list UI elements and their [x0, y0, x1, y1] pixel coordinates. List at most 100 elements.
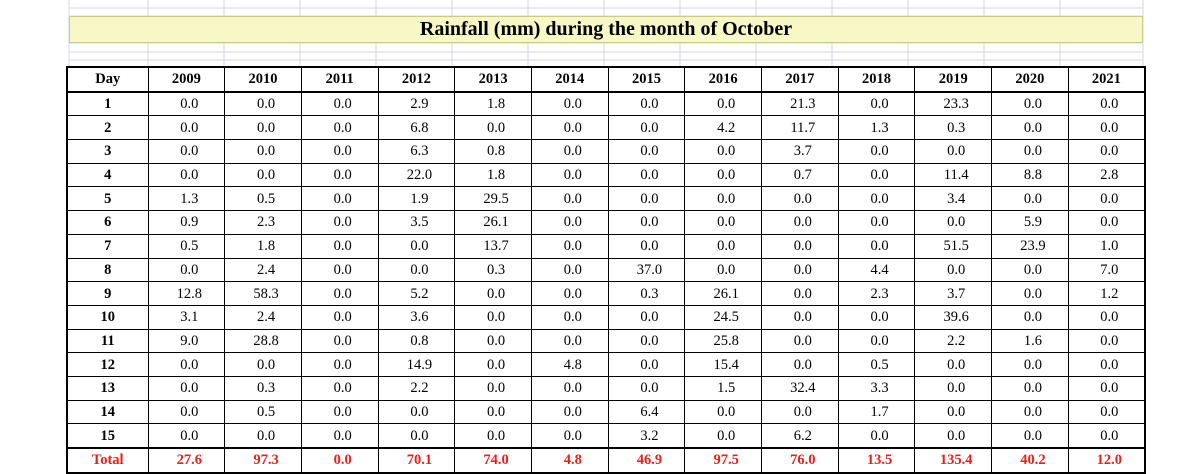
day-cell: 11: [66, 328, 149, 354]
rainfall-cell: 0.0: [147, 399, 226, 425]
rainfall-cell: 0.0: [377, 399, 456, 425]
rainfall-cell: 1.8: [454, 162, 532, 188]
rainfall-cell: 0.0: [530, 233, 609, 259]
day-cell: 5: [66, 186, 149, 212]
rainfall-cell: 0.0: [300, 352, 379, 377]
rainfall-cell: 2.8: [1067, 162, 1146, 188]
rainfall-cell: 26.1: [684, 281, 762, 306]
rainfall-cell: 13.7: [454, 233, 532, 259]
table-row: 1 0.0 0.0 0.0 2.9 1.8 0.0 0.0 0.0 21.3 0.0 23.3 0.0 0…: [66, 91, 1146, 117]
total-row: Total 27.6 97.3 0.0 70.1 74.0 4.8 46.9 97.5 76.0 1…: [66, 447, 1146, 474]
rainfall-cell: 3.1: [147, 304, 226, 330]
total-cell: 4.8: [530, 447, 609, 474]
rainfall-cell: 0.0: [607, 375, 686, 401]
rainfall-cell: 0.0: [300, 233, 379, 259]
table-row: 15 0.0 0.0 0.0 0.0 0.0 0.0 3.2 0.0 6.2 0.0 0.0 0.0 0.…: [66, 423, 1146, 449]
rainfall-cell: 0.0: [300, 91, 379, 117]
rainfall-cell: 1.5: [684, 375, 762, 401]
table-row: 3 0.0 0.0 0.0 6.3 0.8 0.0 0.0 0.0 3.7 0.0 0.0 0.0 0.0: [66, 139, 1146, 164]
rainfall-cell: 0.0: [914, 375, 993, 401]
day-cell: 12: [66, 352, 149, 377]
rainfall-cell: 0.0: [1067, 328, 1146, 354]
rainfall-cell: 0.0: [761, 399, 839, 425]
rainfall-cell: 0.0: [761, 281, 839, 306]
column-header-year: 2018: [837, 66, 916, 93]
rainfall-cell: 0.0: [147, 257, 226, 283]
rainfall-cell: 0.0: [761, 304, 839, 330]
rainfall-cell: 0.0: [991, 352, 1069, 377]
rainfall-cell: 2.2: [914, 328, 993, 354]
rainfall-cell: 0.0: [684, 162, 762, 188]
rainfall-cell: 23.9: [991, 233, 1069, 259]
rainfall-cell: 3.7: [761, 139, 839, 164]
rainfall-cell: 0.0: [1067, 304, 1146, 330]
rainfall-cell: 0.0: [991, 304, 1069, 330]
rainfall-cell: 24.5: [684, 304, 762, 330]
rainfall-cell: 0.0: [991, 115, 1069, 141]
column-header-year: 2019: [914, 66, 993, 93]
rainfall-cell: 0.0: [147, 91, 226, 117]
rainfall-cell: 3.5: [377, 210, 456, 235]
rainfall-cell: 2.2: [377, 375, 456, 401]
rainfall-cell: 0.0: [914, 139, 993, 164]
rainfall-cell: 0.0: [147, 423, 226, 449]
rainfall-cell: 2.4: [224, 257, 302, 283]
rainfall-cell: 4.2: [684, 115, 762, 141]
rainfall-cell: 23.3: [914, 91, 993, 117]
rainfall-cell: 0.0: [684, 399, 762, 425]
rainfall-cell: 0.0: [377, 233, 456, 259]
rainfall-cell: 0.0: [1067, 91, 1146, 117]
rainfall-cell: 32.4: [761, 375, 839, 401]
rainfall-cell: 0.0: [684, 233, 762, 259]
rainfall-cell: 0.0: [684, 186, 762, 212]
rainfall-cell: 2.4: [224, 304, 302, 330]
day-cell: 3: [66, 139, 149, 164]
rainfall-cell: 0.0: [530, 304, 609, 330]
total-cell: 13.5: [837, 447, 916, 474]
column-header-year: 2014: [530, 66, 609, 93]
rainfall-cell: 0.5: [224, 186, 302, 212]
rainfall-cell: 0.3: [454, 257, 532, 283]
total-cell: 12.0: [1067, 447, 1146, 474]
rainfall-cell: 0.0: [914, 399, 993, 425]
column-header-year: 2015: [607, 66, 686, 93]
rainfall-cell: 0.0: [837, 328, 916, 354]
rainfall-cell: 0.0: [454, 352, 532, 377]
rainfall-cell: 1.9: [377, 186, 456, 212]
total-cell: 97.5: [684, 447, 762, 474]
day-cell: 6: [66, 210, 149, 235]
rainfall-cell: 0.0: [147, 162, 226, 188]
total-cell: 70.1: [377, 447, 456, 474]
rainfall-cell: 0.0: [454, 328, 532, 354]
rainfall-cell: 0.0: [761, 186, 839, 212]
rainfall-cell: 1.6: [991, 328, 1069, 354]
rainfall-cell: 0.0: [991, 91, 1069, 117]
rainfall-cell: 3.4: [914, 186, 993, 212]
total-cell: 76.0: [761, 447, 839, 474]
rainfall-cell: 0.0: [224, 352, 302, 377]
day-cell: 13: [66, 375, 149, 401]
rainfall-cell: 29.5: [454, 186, 532, 212]
rainfall-cell: 0.0: [761, 257, 839, 283]
rainfall-cell: 8.8: [991, 162, 1069, 188]
rainfall-cell: 0.0: [837, 233, 916, 259]
table-header-row: Day 2009 2010 2011 2012 2013 2014 2015 2016 2017…: [66, 66, 1146, 93]
rainfall-cell: 0.0: [607, 115, 686, 141]
rainfall-cell: 0.0: [684, 210, 762, 235]
rainfall-cell: 0.0: [837, 162, 916, 188]
rainfall-cell: 0.0: [300, 304, 379, 330]
rainfall-cell: 0.0: [300, 162, 379, 188]
rainfall-cell: 0.0: [607, 210, 686, 235]
rainfall-cell: 0.0: [454, 399, 532, 425]
rainfall-cell: 11.4: [914, 162, 993, 188]
rainfall-cell: 0.0: [761, 233, 839, 259]
rainfall-cell: 0.0: [454, 423, 532, 449]
rainfall-cell: 6.3: [377, 139, 456, 164]
rainfall-cell: 0.0: [224, 115, 302, 141]
rainfall-cell: 7.0: [1067, 257, 1146, 283]
rainfall-cell: 0.0: [761, 352, 839, 377]
rainfall-cell: 0.5: [147, 233, 226, 259]
column-header-year: 2011: [300, 66, 379, 93]
table-row: 13 0.0 0.3 0.0 2.2 0.0 0.0 0.0 1.5 32.4 3.3 0.0 0.0 0…: [66, 375, 1146, 401]
total-cell: 27.6: [147, 447, 226, 474]
